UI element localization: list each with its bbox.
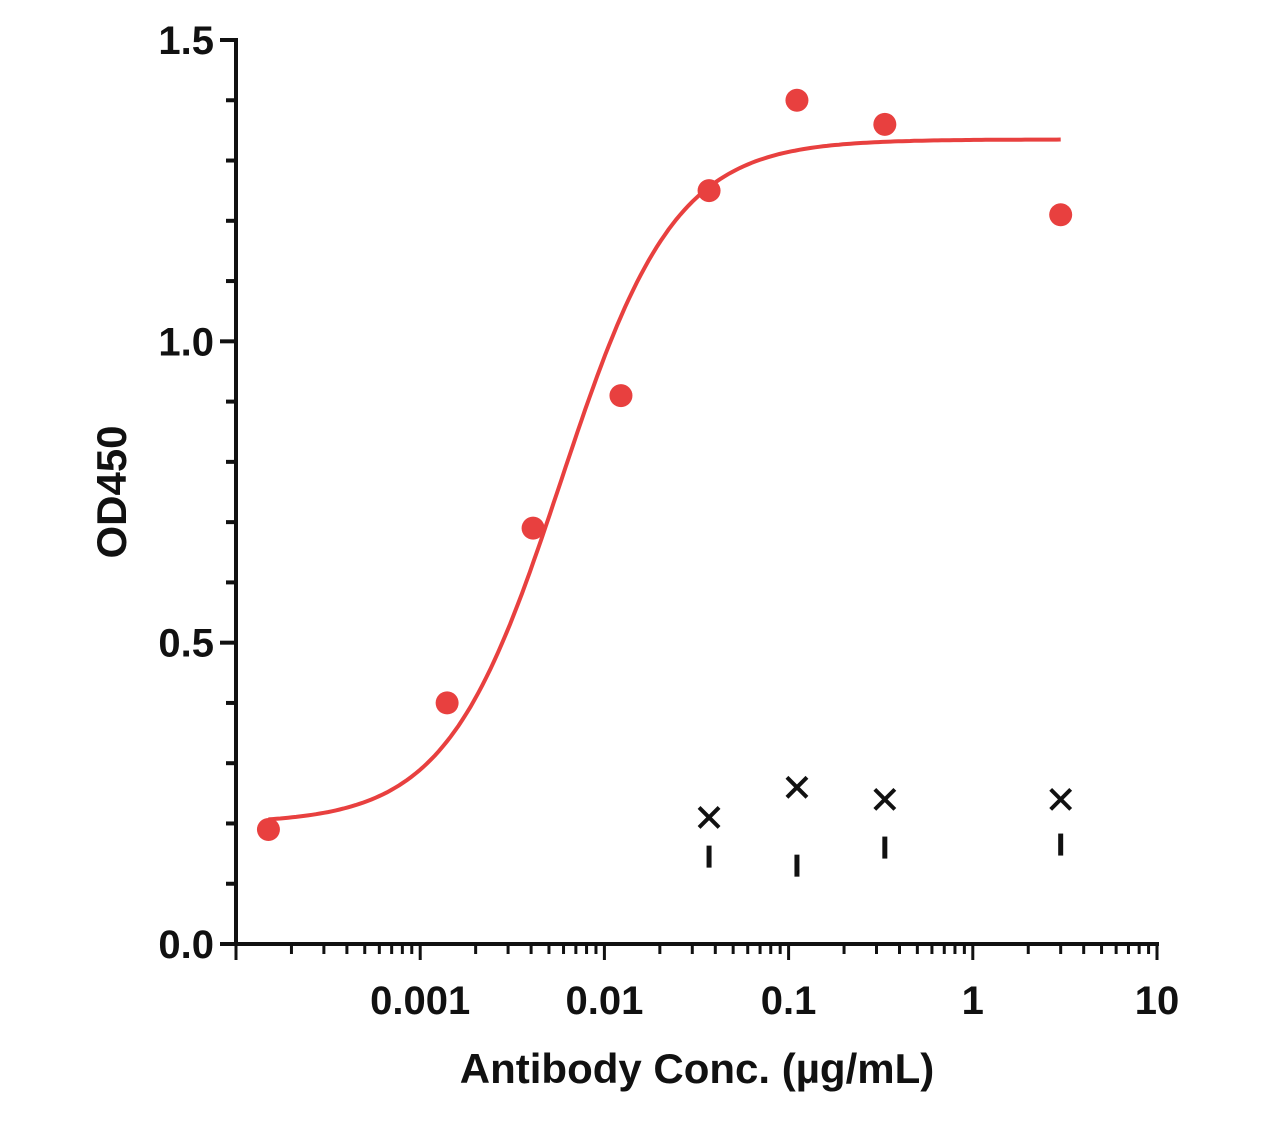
data-point xyxy=(256,817,280,841)
y-tick-label: 0.5 xyxy=(158,622,214,666)
x-tick-label: 0.1 xyxy=(761,979,817,1023)
data-point xyxy=(697,179,721,203)
y-tick-label: 0.0 xyxy=(158,923,214,967)
data-point xyxy=(785,88,809,112)
x-axis-title: Antibody Conc. (µg/mL) xyxy=(460,1045,934,1092)
y-axis-title: OD450 xyxy=(88,425,135,558)
fit-curves xyxy=(268,137,1061,822)
x-tick-label: 0.001 xyxy=(370,979,470,1023)
data-point-x xyxy=(697,806,721,829)
y-tick-label: 1.0 xyxy=(158,320,214,364)
data-point xyxy=(1049,203,1073,227)
data-point-x xyxy=(785,775,809,799)
x-tick-label: 1 xyxy=(962,979,984,1023)
data-point xyxy=(609,384,633,408)
x-tick-label: 10 xyxy=(1135,979,1180,1023)
x-stroke xyxy=(873,787,897,811)
axes xyxy=(220,38,1159,960)
data-point xyxy=(521,516,545,540)
data-point-x xyxy=(873,787,897,811)
x-stroke xyxy=(785,775,809,799)
x-tick-label: 0.01 xyxy=(565,979,643,1023)
axis-labels: Antibody Conc. (µg/mL) OD450 0.0 0.5 1.0 1.… xyxy=(88,19,1179,1092)
fit-curve xyxy=(268,137,1061,822)
data-point xyxy=(435,691,459,715)
data-point-x xyxy=(1049,787,1073,811)
y-tick-label: 1.5 xyxy=(158,19,214,63)
x-stroke xyxy=(1049,787,1073,811)
data-point xyxy=(873,112,897,136)
x-stroke xyxy=(697,806,721,829)
data-markers xyxy=(256,88,1073,877)
